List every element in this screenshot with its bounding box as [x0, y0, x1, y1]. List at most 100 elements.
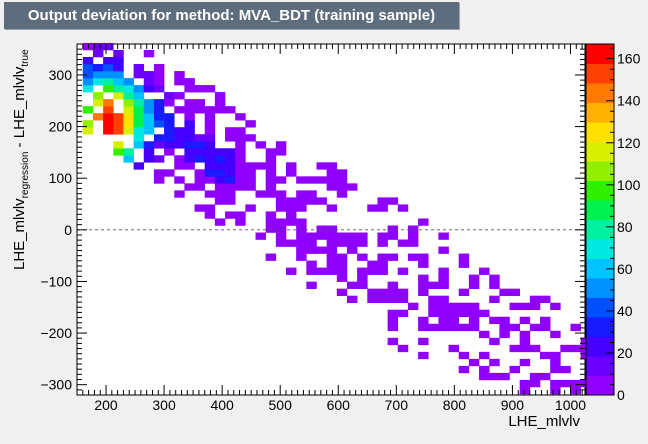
heatmap-cell — [367, 267, 378, 275]
y-tick-label: 300 — [49, 67, 73, 83]
heatmap-cell — [519, 337, 531, 346]
heatmap-cell — [438, 316, 449, 325]
heatmap-cell — [387, 309, 399, 318]
x-tick-label: 200 — [94, 397, 118, 413]
heatmap-cell — [397, 204, 409, 212]
heatmap-cell — [113, 148, 124, 156]
heatmap-cell — [407, 232, 419, 240]
heatmap-cell — [153, 78, 165, 86]
heatmap-cell — [479, 330, 490, 339]
heatmap-cell — [184, 85, 195, 93]
heatmap-cell — [377, 253, 388, 261]
heatmap-cell — [560, 365, 571, 374]
heatmap-cell — [286, 162, 297, 170]
heatmap-cell — [468, 316, 480, 325]
heatmap-cell — [367, 260, 378, 268]
heatmap-cell — [387, 225, 399, 233]
heatmap-cell — [164, 148, 175, 156]
heatmap-cell — [519, 386, 531, 395]
colorbar-segment — [586, 141, 614, 162]
heatmap-cell — [499, 330, 510, 339]
chart-title: Output deviation for method: MVA_BDT (tr… — [4, 2, 459, 29]
heatmap-cell — [265, 148, 277, 156]
heatmap-cell — [306, 232, 317, 240]
heatmap-cell — [540, 295, 551, 304]
heatmap-cell — [164, 141, 175, 149]
heatmap-cell — [123, 78, 134, 86]
heatmap-cell — [103, 113, 114, 121]
heatmap-cell — [153, 71, 165, 79]
heatmap-cell — [397, 344, 409, 353]
heatmap-cell — [153, 64, 165, 72]
heatmap-cell — [123, 99, 134, 107]
heatmap-cell — [275, 232, 287, 240]
heatmap-cell — [103, 42, 114, 51]
heatmap-cell — [397, 239, 409, 247]
heatmap-cell — [204, 148, 216, 156]
heatmap-cell — [540, 323, 551, 332]
heatmap-cell — [336, 232, 348, 240]
heatmap-cell — [336, 239, 348, 247]
heatmap-cell — [245, 183, 256, 191]
heatmap-cell — [448, 323, 460, 332]
heatmap-cell — [113, 49, 124, 58]
heatmap-cell — [458, 288, 470, 296]
heatmap-cell — [143, 148, 155, 156]
heatmap-cell — [153, 176, 165, 184]
heatmap-cell — [367, 295, 378, 304]
heatmap-cell — [418, 253, 429, 261]
colorbar-tick-label: 160 — [617, 51, 641, 67]
heatmap-cell — [397, 309, 409, 318]
heatmap-cell — [316, 176, 327, 184]
heatmap-cell — [194, 183, 206, 191]
heatmap-cell — [225, 183, 236, 191]
heatmap-cell — [397, 288, 409, 296]
heatmap-cell — [509, 288, 520, 296]
heatmap-cell — [296, 197, 307, 205]
heatmap-cell — [214, 183, 226, 191]
heatmap-cell — [123, 106, 134, 114]
heatmap-cell — [164, 134, 175, 142]
heatmap-cell — [326, 253, 338, 261]
heatmap-cell — [357, 232, 368, 240]
heatmap-cell — [458, 260, 470, 268]
heatmap-cell — [143, 99, 155, 107]
heatmap-cell — [113, 71, 124, 79]
heatmap-cell — [143, 106, 155, 114]
heatmap-cell — [225, 190, 236, 198]
heatmap-cell — [296, 225, 307, 233]
heatmap-cell — [286, 267, 297, 275]
heatmap-cell — [428, 302, 439, 311]
heatmap-cell — [326, 267, 338, 275]
heatmap-cell — [275, 176, 287, 184]
heatmap-cell — [428, 323, 439, 332]
heatmap-cell — [174, 190, 185, 198]
heatmap-cell — [184, 141, 195, 149]
heatmap-cell — [296, 176, 307, 184]
heatmap-cell — [346, 239, 358, 247]
heatmap-cell — [367, 288, 378, 296]
heatmap-cell — [296, 204, 307, 212]
heatmap-cell — [560, 344, 571, 353]
heatmap-cell — [265, 211, 277, 219]
colorbar-segment — [586, 44, 614, 64]
heatmap-cell — [489, 281, 500, 289]
heatmap-cell — [387, 253, 399, 261]
heatmap-cell — [164, 127, 175, 135]
heatmap-cell — [438, 267, 449, 275]
heatmap-cell — [550, 379, 561, 388]
heatmap-cell — [387, 288, 399, 296]
heatmap-cell — [306, 239, 317, 247]
heatmap-cell — [133, 141, 145, 149]
heatmap-cell — [164, 113, 175, 121]
heatmap-cell — [204, 176, 216, 184]
heatmap-cell — [509, 302, 520, 311]
colorbar-tick-label: 60 — [617, 261, 633, 277]
heatmap-cell — [265, 176, 277, 184]
heatmap-cell — [235, 169, 246, 177]
heatmap-cell — [204, 155, 216, 163]
heatmap-cell — [143, 155, 155, 163]
colorbar-segment — [586, 83, 614, 103]
heatmap-cell — [194, 134, 206, 142]
heatmap-cell — [153, 134, 165, 142]
